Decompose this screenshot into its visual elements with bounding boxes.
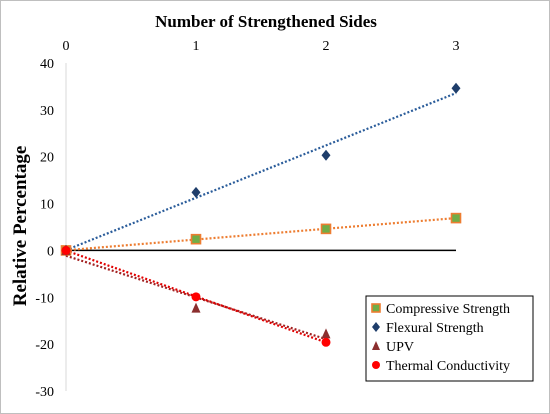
y-tick-label: 0 (47, 244, 54, 259)
y-tick-label: -10 (35, 291, 54, 306)
y-tick-label: 40 (40, 57, 54, 72)
y-tick-label: 10 (40, 198, 54, 213)
legend-marker-upv (372, 341, 380, 350)
point-thermal-conductivity (61, 245, 71, 255)
legend-marker-thermal-conductivity (372, 361, 380, 369)
x-tick-labels: 0 1 2 3 (63, 39, 460, 54)
point-compressive-strength (450, 212, 462, 224)
trendline-compressive-strength (65, 216, 457, 252)
y-tick-label: -30 (35, 385, 54, 400)
point-upv (321, 328, 331, 339)
y-axis-title: Relative Percentage (10, 146, 31, 307)
data-markers (60, 82, 462, 347)
point-compressive-strength (320, 223, 332, 235)
legend-label-flexural-strength: Flexural Strength (386, 321, 484, 336)
point-flexural-strength (191, 186, 201, 198)
x-tick-label: 2 (323, 39, 330, 54)
x-tick-label: 1 (193, 39, 200, 54)
point-upv (191, 302, 201, 313)
legend: Compressive Strength Flexural Strength UPV… (365, 295, 534, 382)
x-tick-label: 3 (453, 39, 460, 54)
y-tick-label: 30 (40, 104, 54, 119)
x-tick-label: 0 (63, 39, 70, 54)
legend-box (365, 295, 534, 382)
x-axis-title: Number of Strengthened Sides (155, 12, 377, 31)
point-flexural-strength (451, 82, 461, 94)
point-thermal-conductivity (191, 292, 201, 302)
legend-label-upv: UPV (386, 340, 414, 355)
legend-label-thermal-conductivity: Thermal Conductivity (386, 359, 510, 374)
y-tick-labels: -30 -20 -10 0 10 20 30 40 (35, 57, 54, 400)
y-tick-label: 20 (40, 151, 54, 166)
point-thermal-conductivity (321, 337, 331, 347)
legend-label-compressive-strength: Compressive Strength (386, 302, 510, 317)
point-compressive-strength (190, 233, 202, 245)
point-flexural-strength (321, 149, 331, 161)
legend-marker-flexural-strength (372, 322, 380, 332)
y-tick-label: -20 (35, 338, 54, 353)
legend-marker-compressive-strength (371, 303, 381, 313)
